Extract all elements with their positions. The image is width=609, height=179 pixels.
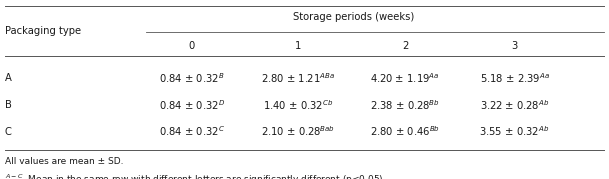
Text: 4.20 ± 1.19$^{Aa}$: 4.20 ± 1.19$^{Aa}$ — [370, 71, 440, 85]
Text: B: B — [5, 100, 12, 110]
Text: 0.84 ± 0.32$^{B}$: 0.84 ± 0.32$^{B}$ — [159, 71, 225, 85]
Text: 5.18 ± 2.39$^{Aa}$: 5.18 ± 2.39$^{Aa}$ — [480, 71, 549, 85]
Text: 0.84 ± 0.32$^{D}$: 0.84 ± 0.32$^{D}$ — [159, 98, 225, 112]
Text: 2.80 ± 0.46$^{Bb}$: 2.80 ± 0.46$^{Bb}$ — [370, 125, 440, 139]
Text: 0: 0 — [189, 41, 195, 51]
Text: 3: 3 — [512, 41, 518, 51]
Text: 3.55 ± 0.32$^{Ab}$: 3.55 ± 0.32$^{Ab}$ — [479, 125, 550, 139]
Text: 3.22 ± 0.28$^{Ab}$: 3.22 ± 0.28$^{Ab}$ — [480, 98, 549, 112]
Text: 2: 2 — [402, 41, 408, 51]
Text: Packaging type: Packaging type — [5, 26, 81, 36]
Text: 2.10 ± 0.28$^{Bab}$: 2.10 ± 0.28$^{Bab}$ — [261, 125, 336, 139]
Text: C: C — [5, 127, 12, 137]
Text: 1: 1 — [295, 41, 301, 51]
Text: $^{A-C}$  Mean in the same row with different letters are significantly differen: $^{A-C}$ Mean in the same row with diffe… — [5, 173, 386, 179]
Text: 1.40 ± 0.32$^{Cb}$: 1.40 ± 0.32$^{Cb}$ — [263, 98, 334, 112]
Text: All values are mean ± SD.: All values are mean ± SD. — [5, 157, 124, 166]
Text: A: A — [5, 73, 12, 83]
Text: 0.84 ± 0.32$^{C}$: 0.84 ± 0.32$^{C}$ — [159, 125, 225, 139]
Text: 2.38 ± 0.28$^{Bb}$: 2.38 ± 0.28$^{Bb}$ — [370, 98, 440, 112]
Text: Storage periods (weeks): Storage periods (weeks) — [292, 12, 414, 22]
Text: 2.80 ± 1.21$^{ABa}$: 2.80 ± 1.21$^{ABa}$ — [261, 71, 336, 85]
